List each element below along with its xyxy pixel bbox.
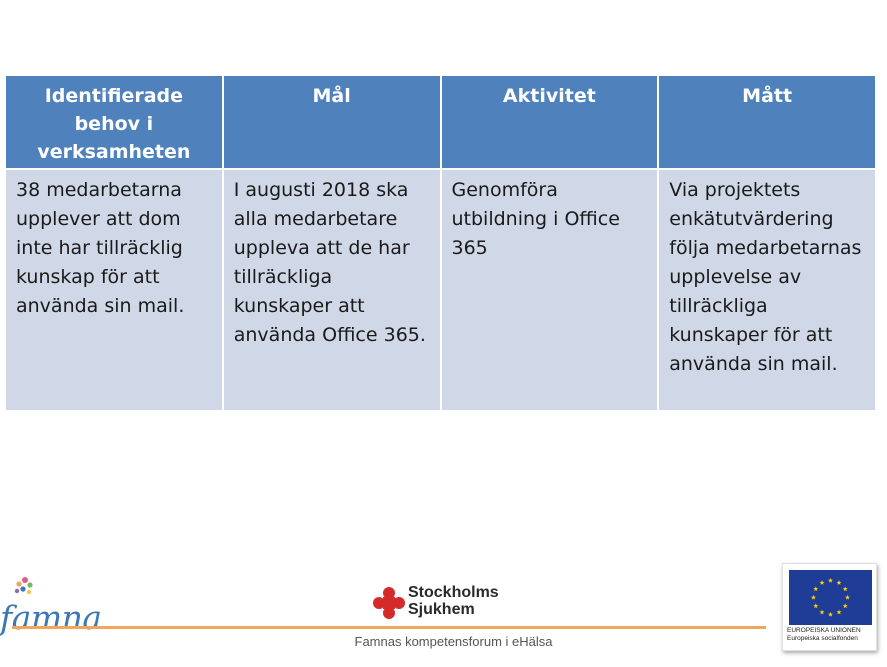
table-row: 38 medarbetarna upplever att dom inte ha… — [6, 170, 875, 410]
cell-activity: Genomföra utbildning i Office 365 — [441, 170, 658, 410]
eu-star-icon — [828, 611, 833, 617]
eu-line1: EUROPEISKA UNIONEN — [787, 627, 861, 634]
famna-wordmark: famna — [0, 598, 102, 637]
cell-needs: 38 medarbetarna upplever att dom inte ha… — [6, 170, 222, 410]
famna-logo: famna — [0, 574, 110, 638]
cell-text: Via projektets enkätutvärdering följa me… — [669, 179, 862, 375]
eu-line2: Europeiska socialfonden — [787, 635, 858, 642]
header-needs: Identifierade behov i verksamheten — [6, 76, 222, 168]
famna-dots-icon — [14, 577, 33, 595]
footer-divider — [12, 626, 766, 629]
cell-text: Genomföra utbildning i Office 365 — [451, 179, 620, 259]
eu-logo: EUROPEISKA UNIONEN Europeiska socialfond… — [782, 563, 877, 651]
stockholms-sjukhem-logo: Stockholms Sjukhem — [372, 584, 522, 620]
ssh-line1: Stockholms — [408, 584, 499, 601]
eu-text: EUROPEISKA UNIONEN Europeiska socialfond… — [787, 627, 875, 643]
needs-table: Identifierade behov i verksamheten Mål A… — [4, 74, 877, 412]
red-cross-icon — [373, 587, 405, 619]
eu-flag-icon — [789, 570, 872, 625]
cell-goal: I augusti 2018 ska alla medarbetare uppl… — [223, 170, 440, 410]
ssh-line2: Sjukhem — [408, 601, 475, 618]
eu-star-icon — [813, 586, 819, 592]
table-header-row: Identifierade behov i verksamheten Mål A… — [6, 76, 875, 168]
eu-star-icon — [819, 580, 825, 585]
eu-star-icon — [836, 609, 842, 615]
eu-star-icon — [845, 594, 850, 600]
cell-text: I augusti 2018 ska alla medarbetare uppl… — [233, 179, 426, 346]
footer-caption: Famnas kompetensforum i eHälsa — [354, 634, 553, 649]
eu-star-icon — [819, 609, 825, 615]
eu-star-icon — [811, 594, 816, 600]
cell-measure: Via projektets enkätutvärdering följa me… — [659, 170, 875, 410]
header-activity: Aktivitet — [441, 76, 658, 168]
ssh-name: Stockholms Sjukhem — [408, 584, 499, 618]
header-measure: Mått — [659, 76, 875, 168]
eu-star-icon — [842, 586, 848, 592]
cell-text: 38 medarbetarna upplever att dom inte ha… — [16, 179, 185, 317]
eu-star-icon — [813, 603, 819, 609]
eu-star-icon — [842, 603, 848, 609]
eu-star-icon — [836, 580, 842, 585]
eu-star-icon — [828, 577, 833, 583]
header-goal: Mål — [223, 76, 440, 168]
